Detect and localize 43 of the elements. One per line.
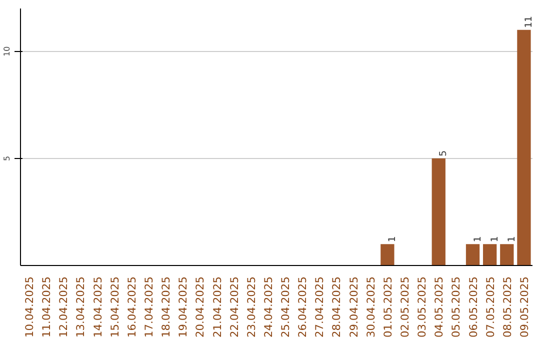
x-tick-label: 13.04.2025 (74, 276, 88, 338)
x-tick-label: 06.05.2025 (466, 276, 480, 338)
bar (432, 158, 446, 266)
x-tick-label: 16.04.2025 (125, 276, 138, 338)
x-tick-label: 27.04.2025 (313, 276, 326, 338)
x-tick-label: 09.05.2025 (518, 276, 531, 338)
x-tick-label: 05.05.2025 (450, 276, 463, 338)
x-tick-label: 21.04.2025 (210, 276, 224, 338)
bar (380, 244, 394, 266)
x-tick-label: 01.05.2025 (381, 276, 394, 338)
x-tick-label: 12.04.2025 (57, 276, 70, 338)
bar (466, 244, 480, 266)
y-tick-label: 10 (2, 46, 12, 56)
data-label: 1 (386, 236, 398, 242)
x-tick-label: 24.04.2025 (262, 276, 275, 338)
x-tick-label: 19.04.2025 (176, 276, 190, 338)
bar (517, 30, 531, 266)
x-tick-label: 04.05.2025 (432, 276, 446, 338)
x-tick-label: 02.05.2025 (398, 276, 412, 338)
data-label: 5 (438, 150, 450, 156)
bar (500, 244, 514, 266)
x-tick-label: 15.04.2025 (108, 276, 122, 338)
x-tick-label: 11.04.2025 (40, 276, 54, 338)
x-tick-label: 20.04.2025 (194, 276, 207, 338)
x-tick-label: 30.04.2025 (364, 276, 378, 338)
bar (483, 244, 497, 266)
x-tick-label: 25.04.2025 (279, 276, 292, 338)
x-tick-label: 22.04.2025 (228, 276, 241, 338)
x-tick-label: 03.05.2025 (416, 276, 429, 338)
x-tick-label: 10.04.2025 (23, 276, 36, 338)
x-tick-label: 18.04.2025 (160, 276, 173, 338)
x-tick-label: 23.04.2025 (244, 276, 258, 338)
x-tick-label: 08.05.2025 (500, 276, 514, 338)
x-tick-label: 07.05.2025 (484, 276, 497, 338)
x-tick-label: 14.04.2025 (91, 276, 104, 338)
x-tick-label: 17.04.2025 (142, 276, 156, 338)
data-label: 1 (472, 236, 484, 242)
x-tick-label: 28.04.2025 (330, 276, 344, 338)
data-label: 1 (489, 236, 500, 242)
x-tick-label: 26.04.2025 (296, 276, 310, 338)
data-label: 1 (506, 236, 518, 242)
x-tick-label: 29.04.2025 (347, 276, 360, 338)
data-label: 11 (523, 16, 534, 28)
